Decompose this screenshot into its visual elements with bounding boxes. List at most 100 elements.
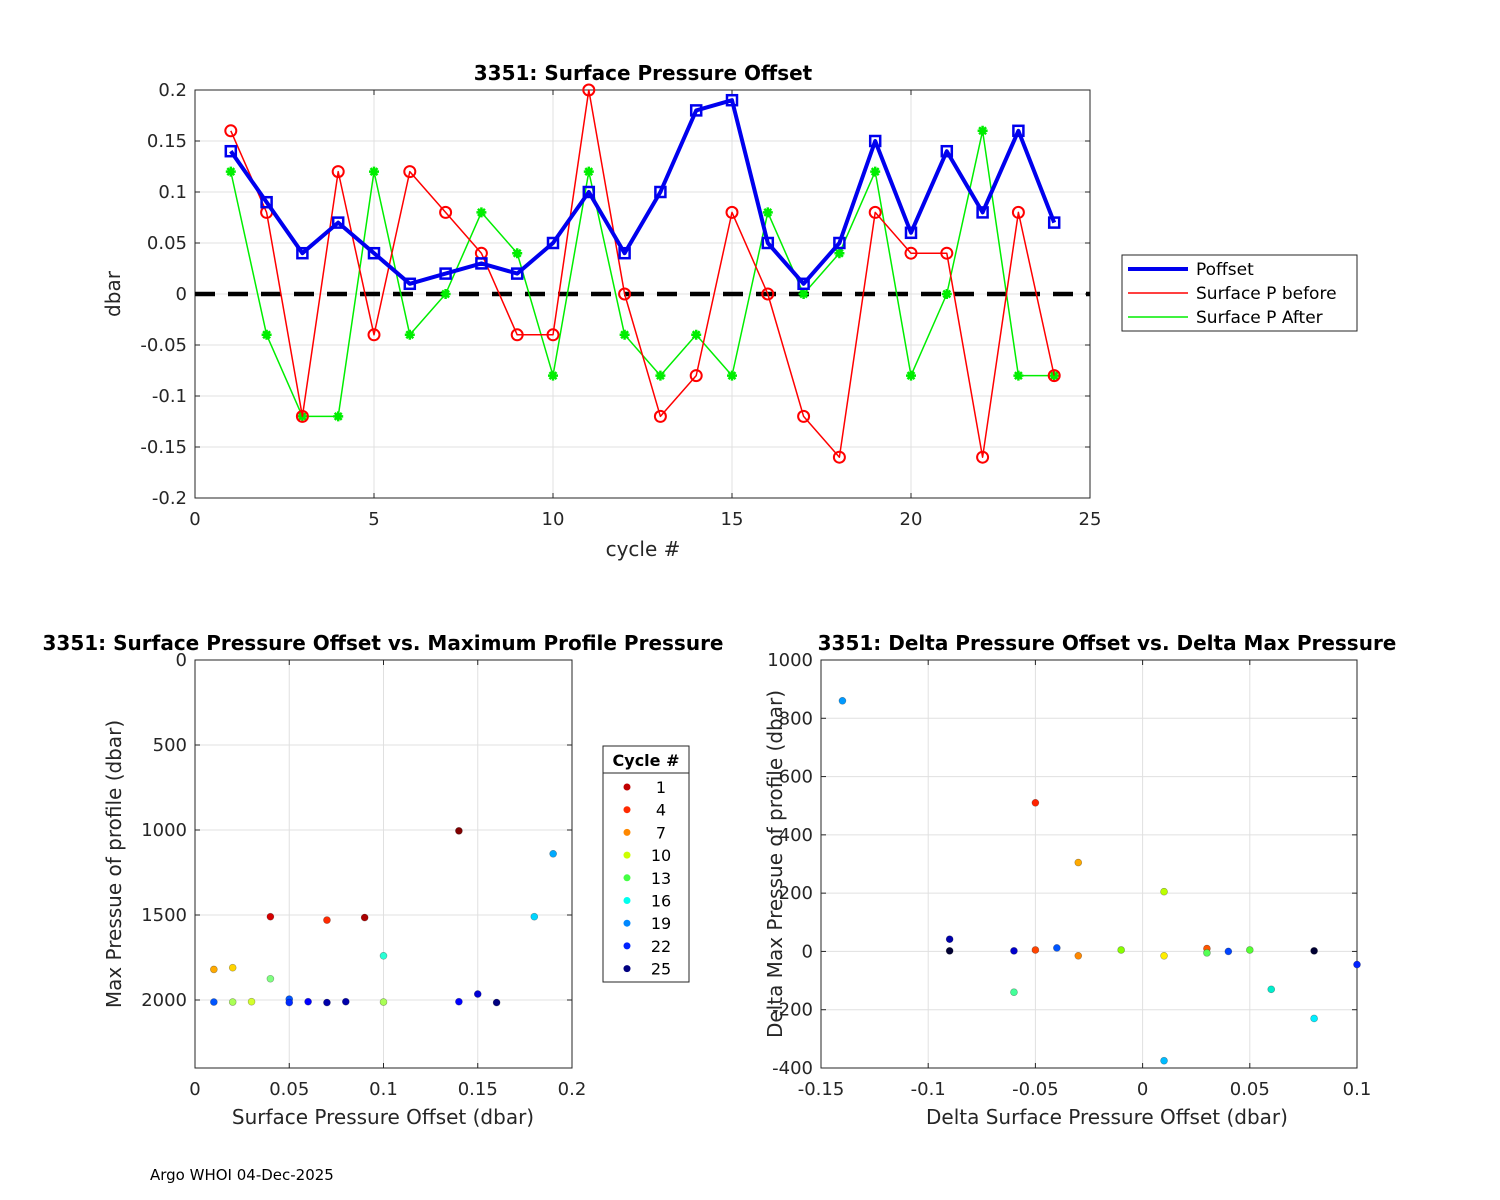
chart2-point bbox=[530, 912, 539, 921]
chart1-ytick-label: 0.1 bbox=[158, 182, 187, 203]
chart2-xtick-label: 0.2 bbox=[558, 1079, 587, 1100]
chart3-ytick-label: -400 bbox=[772, 1058, 813, 1079]
chart2-point bbox=[455, 827, 463, 835]
chart2-point bbox=[228, 963, 237, 972]
chart2-point bbox=[210, 965, 218, 974]
chart3-ylabel: Delta Max Pressue of profile (dbar) bbox=[763, 690, 787, 1038]
series-surface-p-before-marker bbox=[904, 246, 918, 260]
chart3-point bbox=[1246, 946, 1254, 954]
series-surface-p-after-marker bbox=[691, 329, 702, 340]
chart3-point bbox=[945, 947, 954, 955]
series-surface-p-after-marker bbox=[261, 329, 272, 340]
chart2-legend-entries: 1 4 7 10 13 16 19 22 25 bbox=[623, 778, 671, 979]
chart2-points bbox=[210, 827, 557, 1007]
chart2-legend-box bbox=[602, 745, 690, 983]
chart2-legend-label: 10 bbox=[651, 846, 671, 865]
chart1-ticks: 0 5 10 15 20 25 -0.2 -0.15 -0.1 -0.05 0 0.05 0.1 0.15… bbox=[140, 80, 1101, 530]
series-surface-p-after-marker bbox=[727, 370, 737, 381]
chart3-ytick-label: 1000 bbox=[767, 650, 813, 671]
chart3-ytick-label: 200 bbox=[779, 883, 813, 904]
legend-surface-p-before-label: Surface P before bbox=[1196, 284, 1337, 304]
series-surface-p-after-marker bbox=[1013, 370, 1024, 381]
chart3-point bbox=[1010, 988, 1018, 997]
chart2-point bbox=[360, 913, 369, 922]
series-surface-p-after-marker bbox=[225, 166, 236, 177]
chart3-xtick-label: 0.1 bbox=[1343, 1079, 1372, 1100]
series-surface-p-after-marker bbox=[548, 370, 558, 381]
series-surface-p-after-marker bbox=[762, 207, 773, 218]
series-surface-p-before-marker bbox=[367, 328, 381, 342]
chart2-ticks: 0 0.05 0.1 0.15 0.2 0 500 1000 1500 2000 bbox=[141, 650, 586, 1100]
series-poffset-marker bbox=[439, 267, 452, 280]
chart2-ytick-label: 1500 bbox=[141, 905, 187, 926]
chart2-legend-marker bbox=[623, 942, 631, 950]
series-surface-p-after-marker bbox=[870, 166, 881, 177]
chart3-point bbox=[1160, 951, 1168, 960]
chart3-grid bbox=[820, 659, 1358, 1069]
chart1-xlabel: cycle # bbox=[606, 537, 681, 561]
series-poffset-marker bbox=[618, 246, 631, 260]
chart3-xtick-label: 0 bbox=[1137, 1079, 1148, 1100]
chart1-xtick-label: 10 bbox=[542, 509, 565, 530]
chart1-series bbox=[224, 83, 1061, 464]
series-poffset-marker bbox=[224, 144, 238, 158]
chart2-point bbox=[455, 997, 463, 1006]
chart2-grid bbox=[194, 659, 573, 1068]
chart1-ytick-label: 0.05 bbox=[147, 233, 187, 254]
chart1-ytick-label: -0.15 bbox=[140, 437, 187, 458]
chart2-ytick-label: 0 bbox=[176, 650, 187, 671]
chart3-point bbox=[1267, 985, 1276, 994]
series-surface-p-after-marker bbox=[440, 289, 451, 299]
chart1-ytick-label: 0.2 bbox=[158, 80, 187, 101]
chart2-xtick-label: 0.15 bbox=[458, 1079, 498, 1100]
series-surface-p-before-marker bbox=[868, 205, 882, 219]
chart2-legend-label: 4 bbox=[656, 801, 666, 820]
series-poffset-marker bbox=[868, 134, 882, 148]
chart2-legend-label: 22 bbox=[651, 937, 671, 956]
chart3-point bbox=[945, 935, 954, 943]
series-surface-p-before-marker bbox=[403, 165, 417, 179]
chart2-legend-label: 7 bbox=[656, 823, 666, 842]
series-poffset-marker bbox=[1047, 216, 1061, 229]
series-surface-p-before-marker bbox=[331, 165, 345, 179]
series-poffset-marker bbox=[546, 236, 560, 250]
series-surface-p-before-marker bbox=[940, 246, 954, 260]
chart2-cycle-legend: Cycle # 1 4 7 10 13 16 19 22 25 bbox=[602, 745, 690, 983]
series-surface-p-before-marker bbox=[224, 124, 238, 138]
series-surface-p-after-marker bbox=[369, 166, 379, 177]
series-surface-p-after-marker bbox=[512, 248, 523, 259]
chart3-point bbox=[1224, 947, 1233, 956]
chart-delta-offset-vs-delta-max: -0.15 -0.1 -0.05 0 0.05 0.1 -400 -200 0 200 400 600… bbox=[763, 631, 1396, 1129]
chart2-ytick-label: 500 bbox=[153, 735, 187, 756]
chart2-ytick-label: 2000 bbox=[141, 990, 187, 1011]
series-surface-p-after-marker bbox=[834, 248, 845, 259]
chart2-xtick-label: 0.1 bbox=[369, 1079, 398, 1100]
series-poffset-marker bbox=[654, 185, 667, 199]
legend-poffset-label: Poffset bbox=[1196, 260, 1254, 280]
chart1-xtick-label: 5 bbox=[368, 509, 379, 530]
chart2-point bbox=[323, 998, 331, 1007]
chart3-point bbox=[1310, 947, 1318, 955]
series-poffset-marker bbox=[761, 236, 775, 250]
series-poffset-marker bbox=[367, 246, 381, 260]
series-surface-p-before-marker bbox=[546, 328, 560, 342]
chart2-legend-label: 13 bbox=[651, 869, 671, 888]
chart3-xlabel: Delta Surface Pressure Offset (dbar) bbox=[926, 1105, 1288, 1129]
chart3-point bbox=[838, 696, 847, 705]
chart2-legend-marker bbox=[623, 851, 631, 859]
series-poffset-marker bbox=[331, 216, 345, 229]
chart3-point bbox=[1031, 946, 1040, 954]
chart2-legend-label: 19 bbox=[651, 914, 671, 933]
series-poffset-marker bbox=[797, 277, 810, 291]
series-surface-p-after-marker bbox=[583, 166, 594, 177]
chart1-xtick-label: 15 bbox=[721, 509, 744, 530]
chart3-ytick-label: 600 bbox=[779, 767, 813, 788]
chart1-ytick-label: 0 bbox=[176, 284, 187, 305]
chart1-ytick-label: -0.05 bbox=[140, 335, 187, 356]
chart2-point bbox=[379, 951, 388, 960]
chart1-ytick-label: -0.2 bbox=[152, 488, 187, 509]
chart3-xtick-label: -0.1 bbox=[911, 1079, 946, 1100]
series-surface-p-after-marker bbox=[619, 329, 630, 340]
series-poffset-marker bbox=[260, 195, 273, 209]
chart1-xtick-label: 0 bbox=[189, 509, 200, 530]
